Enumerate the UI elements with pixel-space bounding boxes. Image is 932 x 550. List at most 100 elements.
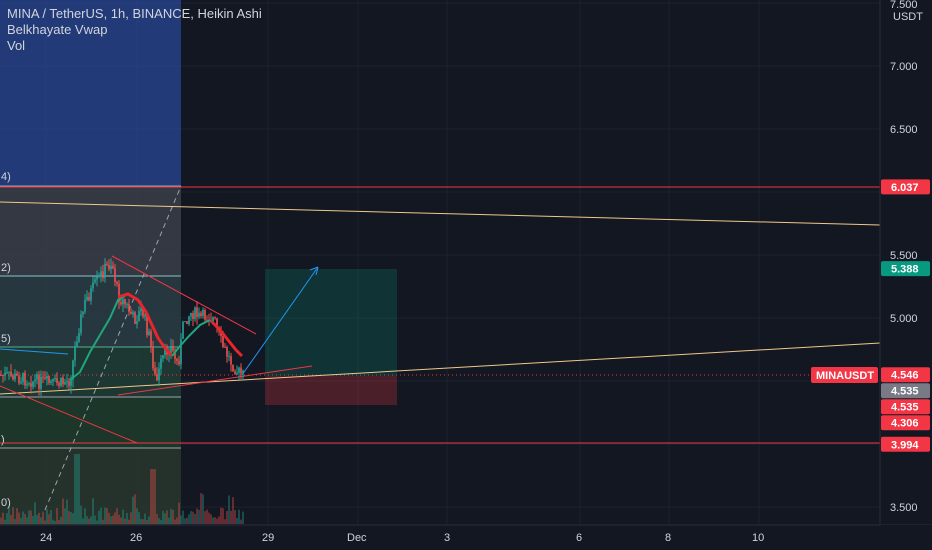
volume-bar (190, 511, 192, 524)
volume-bar (218, 516, 220, 524)
volume-bar (76, 454, 78, 524)
volume-bar (158, 518, 160, 524)
candle-body (88, 296, 90, 301)
fib-label: 2) (1, 262, 11, 274)
indicator-volume-label[interactable]: Vol (7, 38, 26, 53)
long-position-tool[interactable] (241, 266, 397, 405)
volume-bar (78, 454, 80, 524)
candle-body (178, 360, 180, 365)
channel-trend-line[interactable] (111, 255, 257, 335)
candle-body (34, 379, 36, 382)
time-tick: 3 (444, 532, 450, 544)
candle-body (160, 358, 162, 369)
candle-body (222, 335, 224, 347)
indicator-vwap-label[interactable]: Belkhayate Vwap (7, 22, 108, 37)
candle-body (98, 275, 100, 277)
volume-bar (160, 520, 162, 524)
volume-bar (6, 513, 8, 524)
candle-body (62, 377, 64, 385)
volume-bar (162, 510, 164, 524)
candle-body (102, 271, 104, 278)
price-tag-label: 4.535 (891, 402, 919, 414)
volume-bar (34, 502, 36, 524)
candle-body (90, 288, 92, 301)
volume-bar (88, 518, 90, 524)
symbol-tag-label: MINAUSDT (816, 370, 874, 382)
volume-bar (112, 515, 114, 524)
candle-body (198, 312, 200, 317)
candle-body (128, 304, 130, 312)
fib-retracement[interactable]: 4) 2) 5) ) 0) (0, 0, 182, 525)
candle-body (50, 381, 52, 383)
price-tag-label: 4.546 (891, 370, 919, 382)
price-tick: 6.500 (890, 124, 918, 136)
volume-bar (22, 511, 24, 524)
candle-body (164, 347, 166, 356)
candle-body (100, 271, 102, 276)
candle-body (38, 374, 40, 389)
upper-trend-line[interactable] (0, 201, 881, 226)
candle-body (20, 381, 22, 384)
candle-body (174, 350, 176, 359)
volume-bar (24, 514, 26, 524)
volume-bar (208, 512, 210, 524)
diagonal-down-line[interactable] (0, 385, 138, 444)
volume-bar (240, 519, 242, 524)
candle-body (94, 279, 96, 283)
symbol-tag[interactable]: MINAUSDT (811, 367, 878, 383)
price-tag-background (881, 383, 930, 399)
scale-corner (880, 525, 932, 550)
candle-body (74, 347, 76, 361)
candle-body (206, 319, 208, 321)
candle-body (44, 377, 46, 379)
time-scale[interactable]: 24 26 29 Dec 3 6 8 10 (40, 532, 764, 544)
candle-body (24, 372, 26, 386)
volume-bar (110, 516, 112, 524)
fib-label: 5) (1, 333, 11, 345)
volume-bar (98, 510, 100, 524)
fib-zone-top (0, 0, 181, 186)
candle-body (182, 321, 184, 339)
wedge-support-line[interactable] (117, 365, 313, 396)
vwap-green-line (69, 295, 126, 381)
chart-legend[interactable]: MINA / TetherUS, 1h, BINANCE, Heikin Ash… (7, 6, 262, 54)
lower-trend-line[interactable] (0, 342, 881, 395)
candle-body (70, 379, 72, 386)
candle-body (32, 381, 34, 387)
candle-body (230, 356, 232, 365)
volume-bar (54, 520, 56, 524)
volume-bar (32, 515, 34, 524)
symbol-title[interactable]: MINA / TetherUS, 1h, BINANCE, Heikin Ash… (7, 6, 262, 21)
volume-bar (108, 512, 110, 524)
volume-bar (222, 508, 224, 524)
volume-bar (70, 512, 72, 524)
vwap-red-line-2 (210, 320, 244, 358)
candles (0, 258, 244, 396)
blue-range-line (0, 348, 69, 355)
candle-body (42, 376, 44, 378)
candle-body (22, 372, 24, 382)
candle-body (26, 384, 28, 386)
candle-body (54, 378, 56, 380)
candle-body (212, 317, 214, 322)
candle-body (114, 268, 116, 282)
volume-bar (30, 510, 32, 524)
candle-body (76, 341, 78, 348)
time-tick: Dec (347, 532, 367, 544)
volume-bar (226, 511, 228, 524)
candle-body (118, 283, 120, 303)
price-tick: 5.000 (890, 313, 918, 325)
candle-body (232, 364, 234, 372)
candle-body (162, 355, 164, 359)
price-scale[interactable]: 7.500 USDT 7.000 6.500 5.500 5.000 3.500 (890, 0, 923, 514)
fib-zone-upper (0, 186, 181, 276)
candle-body (154, 367, 156, 375)
volume-bar (58, 519, 60, 524)
candle-body (120, 302, 122, 305)
position-stop-zone (265, 376, 397, 405)
volume-bar (40, 517, 42, 524)
volume-bar (168, 517, 170, 524)
volume-bar (134, 494, 136, 524)
